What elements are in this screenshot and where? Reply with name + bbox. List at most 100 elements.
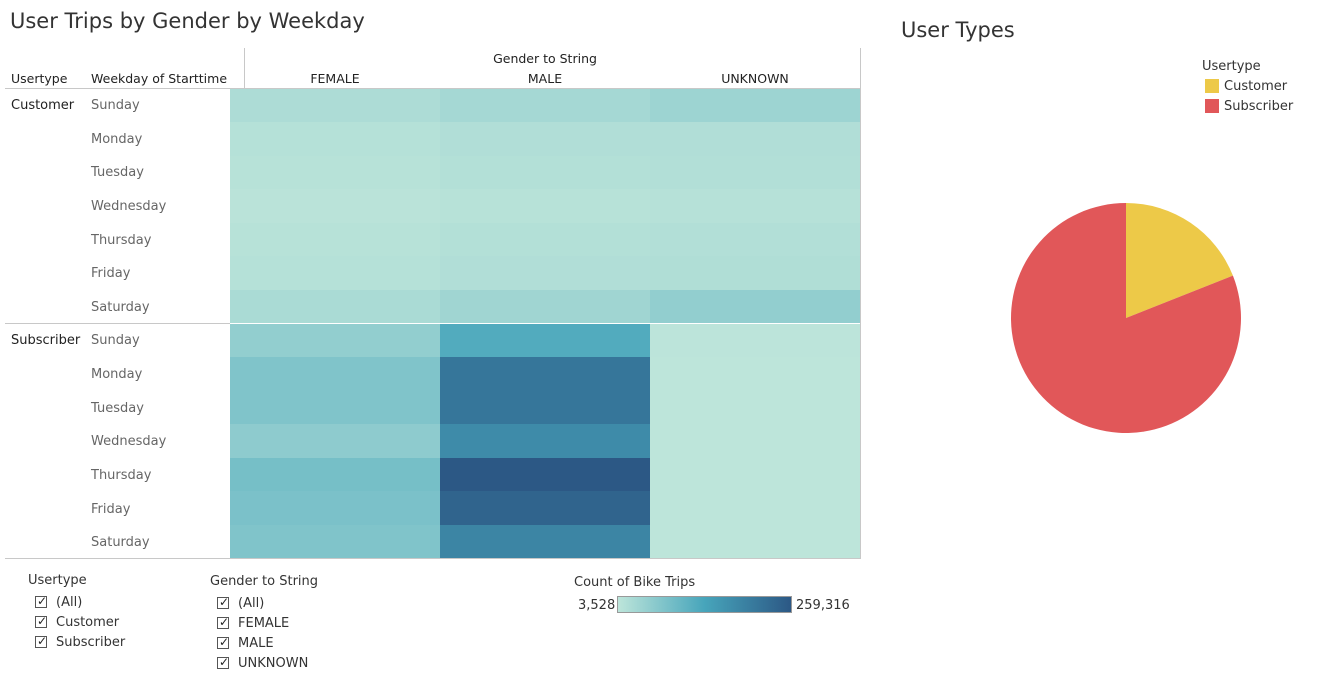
pie-slice-customer[interactable] <box>1126 203 1233 318</box>
day-label: Thursday <box>91 233 152 248</box>
heatmap-cell[interactable] <box>230 491 440 525</box>
heatmap-cell[interactable] <box>230 391 440 424</box>
filter-option-label: UNKNOWN <box>238 656 309 671</box>
day-label: Monday <box>91 367 143 382</box>
weekday-header: Weekday of Starttime <box>91 71 228 86</box>
pie-chart <box>1011 203 1241 433</box>
day-label: Tuesday <box>91 401 144 416</box>
heatmap-cell[interactable] <box>440 424 650 458</box>
legend-swatch-customer <box>1205 79 1219 93</box>
heatmap-cell[interactable] <box>230 525 440 558</box>
heatmap-cell[interactable] <box>650 324 860 357</box>
column-header-male: MALE <box>527 71 563 86</box>
heatmap-cell[interactable] <box>440 324 650 357</box>
column-header-unknown: UNKNOWN <box>721 71 789 86</box>
heatmap-cell[interactable] <box>650 458 860 491</box>
group-separator <box>5 323 230 324</box>
day-label: Sunday <box>91 333 140 348</box>
day-label: Friday <box>91 502 131 517</box>
group-label-subscriber: Subscriber <box>11 333 81 348</box>
checkbox[interactable]: ✓ <box>35 614 47 628</box>
heatmap-cell[interactable] <box>230 324 440 357</box>
filter-option-label: (All) <box>56 595 83 610</box>
gender-filter-title: Gender to String <box>210 574 319 589</box>
check-icon: ✓ <box>219 635 230 649</box>
heatmap-cell[interactable] <box>650 357 860 391</box>
heatmap-cell[interactable] <box>650 156 860 189</box>
usertype-filter-title: Usertype <box>28 573 87 588</box>
day-label: Tuesday <box>91 165 144 180</box>
legend-label-subscriber: Subscriber <box>1224 99 1294 114</box>
heatmap-cell[interactable] <box>230 223 440 256</box>
heatmap-cell[interactable] <box>230 89 440 122</box>
check-icon: ✓ <box>219 615 230 629</box>
heatmap-cell[interactable] <box>440 189 650 223</box>
heatmap-cell[interactable] <box>440 290 650 323</box>
day-label: Thursday <box>91 468 152 483</box>
check-icon: ✓ <box>219 655 230 669</box>
heatmap-title: User Trips by Gender by Weekday <box>10 9 365 33</box>
colorbar <box>617 596 792 613</box>
column-header-female: FEMALE <box>310 71 360 86</box>
filter-option-label: (All) <box>238 596 265 611</box>
pie-legend-title: Usertype <box>1202 59 1261 74</box>
heatmap-cell[interactable] <box>650 290 860 323</box>
checkbox[interactable]: ✓ <box>217 655 230 669</box>
heatmap-cell[interactable] <box>230 122 440 156</box>
heatmap-cell[interactable] <box>650 525 860 558</box>
day-label: Sunday <box>91 98 140 113</box>
heatmap-cell[interactable] <box>650 491 860 525</box>
heatmap-cell[interactable] <box>230 156 440 189</box>
heatmap-cell[interactable] <box>650 391 860 424</box>
heatmap-cell[interactable] <box>440 491 650 525</box>
heatmap-cell[interactable] <box>650 256 860 290</box>
filter-option-label: MALE <box>238 636 274 651</box>
pie-slice-subscriber[interactable] <box>1011 203 1241 433</box>
group-label-customer: Customer <box>11 98 75 113</box>
check-icon: ✓ <box>37 634 48 648</box>
day-label: Saturday <box>91 300 150 315</box>
day-label: Monday <box>91 132 143 147</box>
heatmap-cell[interactable] <box>650 189 860 223</box>
day-label: Wednesday <box>91 199 167 214</box>
heatmap-cell[interactable] <box>650 424 860 458</box>
filter-option-label: FEMALE <box>238 616 290 631</box>
heatmap-cell[interactable] <box>440 256 650 290</box>
heatmap-cell[interactable] <box>440 89 650 122</box>
legend-label-customer: Customer <box>1224 79 1288 94</box>
heatmap-cell[interactable] <box>440 391 650 424</box>
pie-title: User Types <box>901 18 1015 42</box>
colorbar-max-label: 259,316 <box>796 598 850 613</box>
heatmap-cell[interactable] <box>650 89 860 122</box>
checkbox[interactable]: ✓ <box>217 615 230 629</box>
heatmap-cell[interactable] <box>440 156 650 189</box>
checkbox[interactable]: ✓ <box>217 595 230 609</box>
header-divider-right <box>860 48 861 559</box>
heatmap-cell[interactable] <box>230 458 440 491</box>
heatmap-cell[interactable] <box>230 189 440 223</box>
check-icon: ✓ <box>219 595 230 609</box>
gender-header: Gender to String <box>493 51 597 66</box>
usertype-header: Usertype <box>11 71 68 86</box>
heatmap-cell[interactable] <box>230 357 440 391</box>
heatmap-cell[interactable] <box>440 122 650 156</box>
day-label: Wednesday <box>91 434 167 449</box>
day-label: Saturday <box>91 535 150 550</box>
heatmap-cell[interactable] <box>230 256 440 290</box>
heatmap-cell[interactable] <box>230 290 440 323</box>
heatmap-cell[interactable] <box>440 458 650 491</box>
table-bottom-line <box>5 558 861 559</box>
checkbox[interactable]: ✓ <box>35 634 48 648</box>
heatmap-cell[interactable] <box>440 357 650 391</box>
checkbox[interactable]: ✓ <box>217 635 230 649</box>
filter-option-label: Customer <box>56 615 120 630</box>
filter-option-label: Subscriber <box>56 635 126 650</box>
heatmap-cell[interactable] <box>440 525 650 558</box>
legend-swatch-subscriber <box>1205 99 1219 113</box>
heatmap-cell[interactable] <box>650 223 860 256</box>
heatmap-cell[interactable] <box>440 223 650 256</box>
checkbox[interactable]: ✓ <box>35 594 47 608</box>
colorbar-min-label: 3,528 <box>578 598 616 613</box>
heatmap-cell[interactable] <box>650 122 860 156</box>
heatmap-cell[interactable] <box>230 424 440 458</box>
